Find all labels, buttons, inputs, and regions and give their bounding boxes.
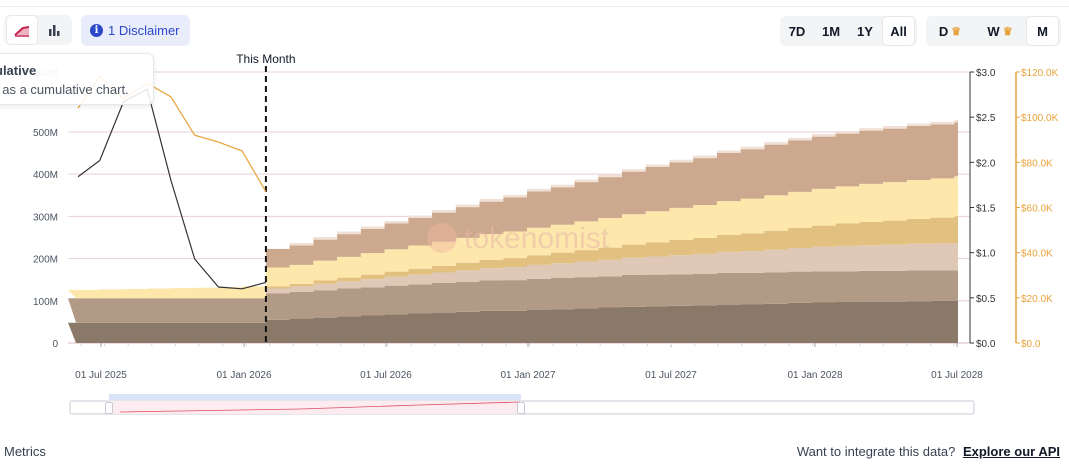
y-right-price-tick-label: $2.0	[976, 158, 996, 169]
metrics-label: Metrics	[4, 444, 46, 459]
y-right-price-tick-label: $1.5	[976, 204, 996, 215]
navigator-left-handle[interactable]	[105, 402, 113, 414]
y-left-tick-label: 100M	[33, 297, 58, 308]
navigator-selection	[109, 401, 521, 414]
y-right-mcap-tick-label: $60.0K	[1021, 204, 1053, 215]
navigator-series-line	[119, 401, 521, 413]
y-right-mcap-tick-label: $100.0K	[1021, 113, 1059, 124]
stacked-area-series	[68, 122, 958, 290]
tooltip-text: t as a cumulative chart.	[0, 82, 129, 97]
stacked-area-series	[68, 176, 958, 299]
x-tick-label: 01 Jan 2028	[787, 370, 842, 381]
y-left-tick-label: 300M	[33, 212, 58, 223]
range-all-button[interactable]: All	[882, 16, 915, 46]
watermark-text: tokenomist	[464, 222, 610, 255]
bar-chart-icon	[49, 25, 60, 36]
tooltip-title: ulative	[0, 63, 37, 78]
y-left-tick-label: 400M	[33, 170, 58, 181]
unlock-schedule-chart[interactable]: tokenomist This Month 0 100M 200M 300M 400M 500…	[0, 0, 1069, 420]
x-tick-label: 01 Jul 2028	[931, 370, 983, 381]
stacked-area-series	[68, 300, 958, 343]
chart-tooltip: ulative t as a cumulative chart.	[0, 53, 154, 105]
interval-w-label: W	[987, 23, 1000, 39]
watermark-logo	[427, 223, 457, 253]
y-left-tick-label: 0	[52, 339, 58, 350]
interval-selector: D ♛ W ♛ M	[926, 16, 1061, 46]
range-selector: 7D 1M 1Y All	[780, 16, 917, 46]
interval-m-button[interactable]: M	[1026, 16, 1059, 46]
this-month-label: This Month	[236, 52, 295, 66]
stacked-area-series	[68, 270, 958, 323]
interval-d-label: D	[938, 23, 949, 39]
range-1y-button[interactable]: 1Y	[857, 23, 873, 39]
stacked-area-series	[68, 216, 958, 299]
price-line	[77, 88, 267, 290]
crown-icon: ♛	[1002, 25, 1013, 38]
y-right-price-tick-label: $3.0	[976, 68, 996, 79]
disclaimer-button[interactable]: i 1 Disclaimer	[81, 15, 190, 46]
interval-d-button[interactable]: D ♛	[926, 16, 974, 46]
y-right-price-tick-label: $2.5	[976, 113, 996, 124]
area-chart-icon	[14, 26, 30, 37]
integrate-text: Want to integrate this data?	[796, 444, 956, 459]
top-divider	[0, 6, 1069, 7]
navigator-scrollbar	[109, 394, 521, 400]
x-tick-label: 01 Jul 2027	[645, 370, 697, 381]
navigator-right-handle[interactable]	[517, 402, 525, 414]
explore-api-link[interactable]: Explore our API	[962, 444, 1060, 459]
stacked-area-series	[68, 242, 958, 299]
disclaimer-label: 1 Disclaimer	[108, 23, 180, 38]
y-right-price-tick-label: $1.0	[976, 249, 996, 260]
y-right-price-tick-label: $0.0	[976, 339, 996, 350]
y-right-price-tick-label: $0.5	[976, 294, 996, 305]
x-tick-label: 01 Jan 2026	[216, 370, 271, 381]
x-tick-label: 01 Jul 2025	[75, 370, 127, 381]
y-left-tick-label: 500M	[33, 128, 58, 139]
crown-icon: ♛	[951, 25, 962, 38]
area-chart-button[interactable]	[6, 15, 38, 45]
interval-w-button[interactable]: W ♛	[974, 16, 1026, 46]
info-icon: i	[90, 24, 103, 37]
x-tick-label: 01 Jan 2027	[500, 370, 555, 381]
chart-type-toggle	[4, 15, 72, 45]
y-right-mcap-tick-label: $40.0K	[1021, 249, 1053, 260]
integrate-cta: Want to integrate this data? Explore our…	[797, 444, 1060, 459]
y-right-mcap-tick-label: $0.0	[1021, 339, 1041, 350]
y-left-tick-label: 200M	[33, 255, 58, 266]
y-right-mcap-tick-label: $120.0K	[1021, 68, 1059, 79]
interval-m-label: M	[1037, 23, 1048, 39]
y-right-mcap-tick-label: $20.0K	[1021, 294, 1053, 305]
range-1m-button[interactable]: 1M	[821, 23, 841, 39]
x-tick-label: 01 Jul 2026	[360, 370, 412, 381]
range-7d-button[interactable]: 7D	[788, 23, 806, 39]
y-right-mcap-tick-label: $80.0K	[1021, 158, 1053, 169]
bar-chart-button[interactable]	[38, 15, 70, 45]
